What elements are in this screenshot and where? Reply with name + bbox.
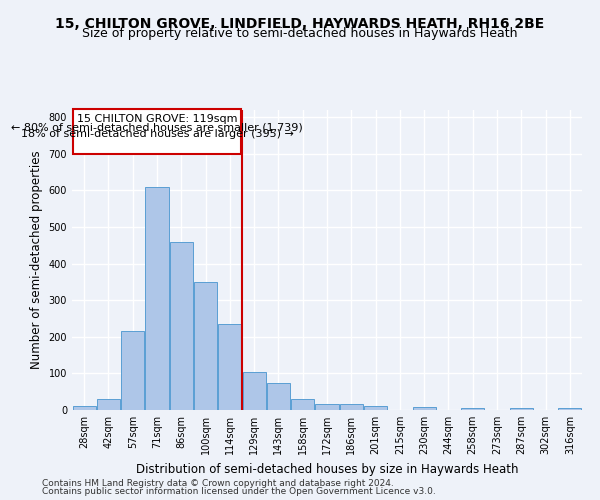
Text: 15, CHILTON GROVE, LINDFIELD, HAYWARDS HEATH, RH16 2BE: 15, CHILTON GROVE, LINDFIELD, HAYWARDS H… [55,18,545,32]
Bar [121,332,144,410]
Y-axis label: Number of semi-detached properties: Number of semi-detached properties [30,150,43,370]
Bar [316,404,338,410]
Bar [145,187,169,410]
Bar [340,404,363,410]
Text: 18% of semi-detached houses are larger (395) →: 18% of semi-detached houses are larger (… [20,129,293,139]
Bar [218,324,241,410]
Bar [510,408,533,410]
Bar [267,382,290,410]
Bar [73,110,241,154]
Bar [242,372,266,410]
Bar [170,242,193,410]
Bar [97,399,120,410]
Text: Contains public sector information licensed under the Open Government Licence v3: Contains public sector information licen… [42,487,436,496]
Text: ← 80% of semi-detached houses are smaller (1,739): ← 80% of semi-detached houses are smalle… [11,122,303,132]
Bar [413,407,436,410]
X-axis label: Distribution of semi-detached houses by size in Haywards Heath: Distribution of semi-detached houses by … [136,462,518,475]
Text: Size of property relative to semi-detached houses in Haywards Heath: Size of property relative to semi-detach… [82,28,518,40]
Bar [559,408,581,410]
Bar [194,282,217,410]
Bar [461,408,484,410]
Bar [291,399,314,410]
Bar [73,406,95,410]
Bar [364,406,387,410]
Text: 15 CHILTON GROVE: 119sqm: 15 CHILTON GROVE: 119sqm [77,114,237,124]
Text: Contains HM Land Registry data © Crown copyright and database right 2024.: Contains HM Land Registry data © Crown c… [42,478,394,488]
